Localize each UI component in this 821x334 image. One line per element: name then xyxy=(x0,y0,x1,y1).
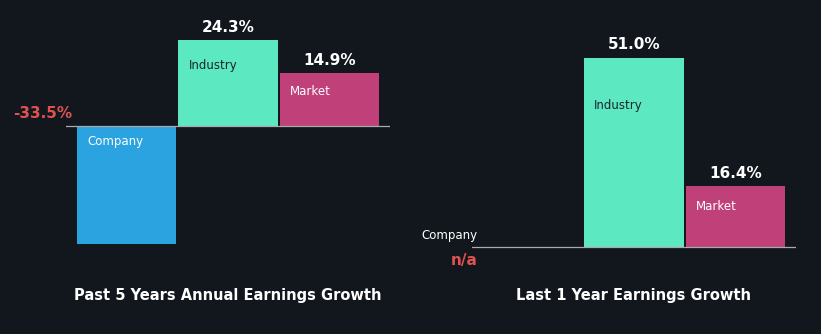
Text: Industry: Industry xyxy=(594,100,643,113)
Text: Company: Company xyxy=(87,135,143,148)
Bar xyxy=(585,58,684,247)
Text: Market: Market xyxy=(696,200,736,213)
Text: Company: Company xyxy=(421,229,478,242)
Text: -33.5%: -33.5% xyxy=(12,106,71,121)
X-axis label: Past 5 Years Annual Earnings Growth: Past 5 Years Annual Earnings Growth xyxy=(75,288,382,303)
Text: Industry: Industry xyxy=(188,59,237,72)
Bar xyxy=(77,126,177,244)
X-axis label: Last 1 Year Earnings Growth: Last 1 Year Earnings Growth xyxy=(516,288,751,303)
Text: 24.3%: 24.3% xyxy=(202,20,255,35)
Text: n/a: n/a xyxy=(451,253,478,268)
Text: 14.9%: 14.9% xyxy=(303,53,355,68)
Text: 16.4%: 16.4% xyxy=(709,166,762,181)
Bar xyxy=(178,40,277,126)
Bar xyxy=(280,73,379,126)
Bar xyxy=(686,186,785,247)
Text: 51.0%: 51.0% xyxy=(608,37,660,52)
Text: Market: Market xyxy=(290,85,331,98)
